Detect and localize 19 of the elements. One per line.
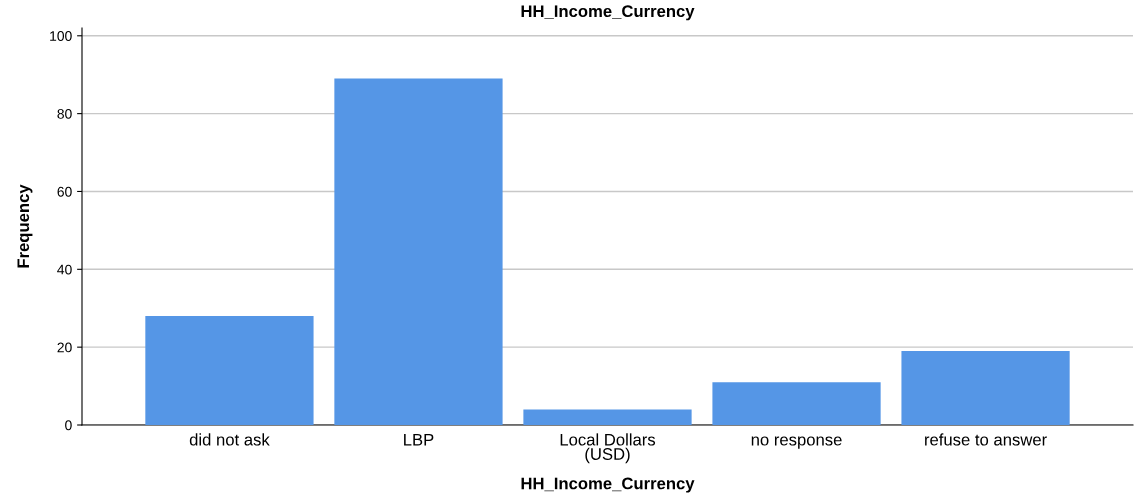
x-tick-label: did not ask [189,433,270,446]
bar [145,316,314,425]
chart-title: HH_Income_Currency [521,5,695,21]
x-axis-title: HH_Income_Currency [521,477,695,493]
x-tick-label: LBP [404,433,434,446]
y-tick-label: 80 [57,108,72,119]
x-tick-label: Local Dollars (USD) [560,433,656,464]
bar [334,78,503,425]
bar [712,382,881,425]
y-tick-label: 20 [57,342,72,353]
x-tick-label: refuse to answer [925,433,1047,446]
y-axis-title: Frequency [17,184,33,268]
x-tick-label: no response [751,436,842,449]
bar [523,409,692,425]
y-tick-label: 0 [65,420,72,431]
y-tick-label: 60 [57,186,72,197]
y-tick-label: 40 [57,264,72,275]
y-tick-label: 100 [50,31,72,41]
bar [901,351,1070,425]
